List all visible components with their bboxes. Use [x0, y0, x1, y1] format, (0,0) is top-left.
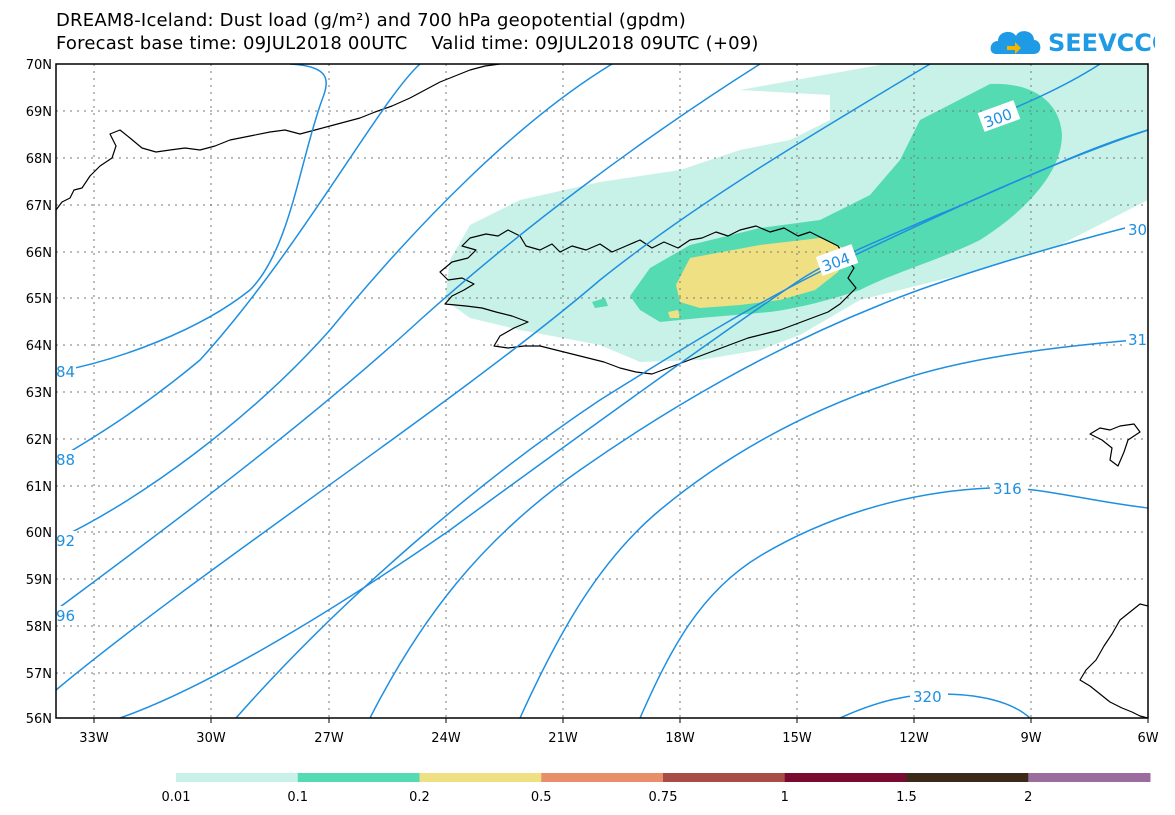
contour-312 [519, 339, 1136, 718]
contour-300-line [56, 64, 931, 691]
contour-label-88: 88 [56, 451, 75, 469]
coast-scotland [1079, 603, 1148, 718]
lat-label: 70N [26, 58, 52, 73]
tick-marks [93, 718, 1149, 723]
lon-label: 27W [314, 731, 344, 746]
colorbar-label: 0.2 [409, 790, 430, 805]
contour-304 [235, 129, 1148, 718]
dust-area-0.2 [676, 238, 848, 308]
lat-label: 58N [26, 620, 52, 635]
colorbar-label: 0.1 [287, 790, 308, 805]
graticule [56, 64, 1148, 718]
dust-area-0.1-small [592, 298, 608, 308]
colorbar-swatch [784, 773, 907, 782]
lat-label: 61N [26, 480, 52, 495]
contour-labels: 300 304 30 31 84 88 92 96 316 320 [56, 100, 1148, 706]
colorbar-swatch [1028, 773, 1151, 782]
colorbar-swatch [176, 773, 299, 782]
lat-label: 59N [26, 573, 52, 588]
colorbar-swatch [663, 773, 786, 782]
colorbar-label: 1.5 [896, 790, 917, 805]
colorbar-label: 0.5 [531, 790, 552, 805]
title-line-2: Forecast base time: 09JUL2018 00UTC Vali… [56, 33, 759, 54]
contour-label-30: 30 [1128, 221, 1147, 239]
contour-label-316: 316 [993, 480, 1022, 498]
cloud-icon [990, 31, 1041, 54]
lon-label: 33W [79, 731, 109, 746]
colorbar-swatch [297, 773, 420, 782]
contour-308 [369, 227, 1126, 718]
contour-296-line [56, 64, 761, 611]
lon-label: 6W [1137, 731, 1158, 746]
contour-316 [639, 487, 1148, 718]
dust-area-0.01-band [1090, 175, 1148, 215]
contour-label-92: 92 [56, 532, 75, 550]
title-line-1: DREAM8-Iceland: Dust load (g/m²) and 700… [56, 10, 686, 31]
colorbar-label: 0.01 [162, 790, 191, 805]
contour-label-84: 84 [56, 363, 75, 381]
lon-label: 24W [431, 731, 461, 746]
seevccc-logo: SEEVCCC [990, 29, 1155, 57]
lon-label: 9W [1020, 731, 1041, 746]
lon-label: 30W [196, 731, 226, 746]
geopotential-contours [56, 64, 1148, 718]
lat-label: 57N [26, 667, 52, 682]
lon-label: 12W [899, 731, 929, 746]
coastlines [56, 64, 1148, 718]
map-frame [55, 63, 1149, 719]
contour-292-line [56, 64, 613, 541]
lat-label: 64N [26, 339, 52, 354]
colorbar-swatch [419, 773, 542, 782]
contour-label-96: 96 [56, 607, 75, 625]
colorbar-swatch [906, 773, 1029, 782]
lon-label: 21W [548, 731, 578, 746]
colorbar-label: 2 [1024, 790, 1032, 805]
dust-area-0.2-small [668, 310, 680, 318]
lat-label: 66N [26, 246, 52, 261]
colorbar-swatch [541, 773, 664, 782]
lat-label: 68N [26, 152, 52, 167]
colorbar-label: 1 [781, 790, 789, 805]
lat-label: 67N [26, 199, 52, 214]
lon-label: 18W [665, 731, 695, 746]
colorbar: 0.01 0.1 0.2 0.5 0.75 1 1.5 2 [162, 773, 1151, 805]
contour-300b [56, 64, 421, 461]
lat-label: 62N [26, 433, 52, 448]
lat-label: 63N [26, 386, 52, 401]
contour-300 [56, 64, 327, 373]
contour-label-320: 320 [913, 688, 942, 706]
coast-greenland [56, 64, 501, 211]
lon-label: 15W [782, 731, 812, 746]
contour-label-31: 31 [1128, 331, 1147, 349]
longitude-labels: 33W 30W 27W 24W 21W 18W 15W 12W 9W 6W [79, 731, 1158, 746]
coast-iceland [439, 225, 857, 375]
colorbar-label: 0.75 [649, 790, 678, 805]
logo-text: SEEVCCC [1048, 29, 1155, 57]
latitude-labels: 70N 69N 68N 67N 66N 65N 64N 63N 62N 61N … [26, 58, 52, 727]
lat-label: 65N [26, 292, 52, 307]
lat-label: 56N [26, 712, 52, 727]
lat-label: 60N [26, 526, 52, 541]
lat-label: 69N [26, 105, 52, 120]
coast-faroe [1089, 423, 1141, 467]
